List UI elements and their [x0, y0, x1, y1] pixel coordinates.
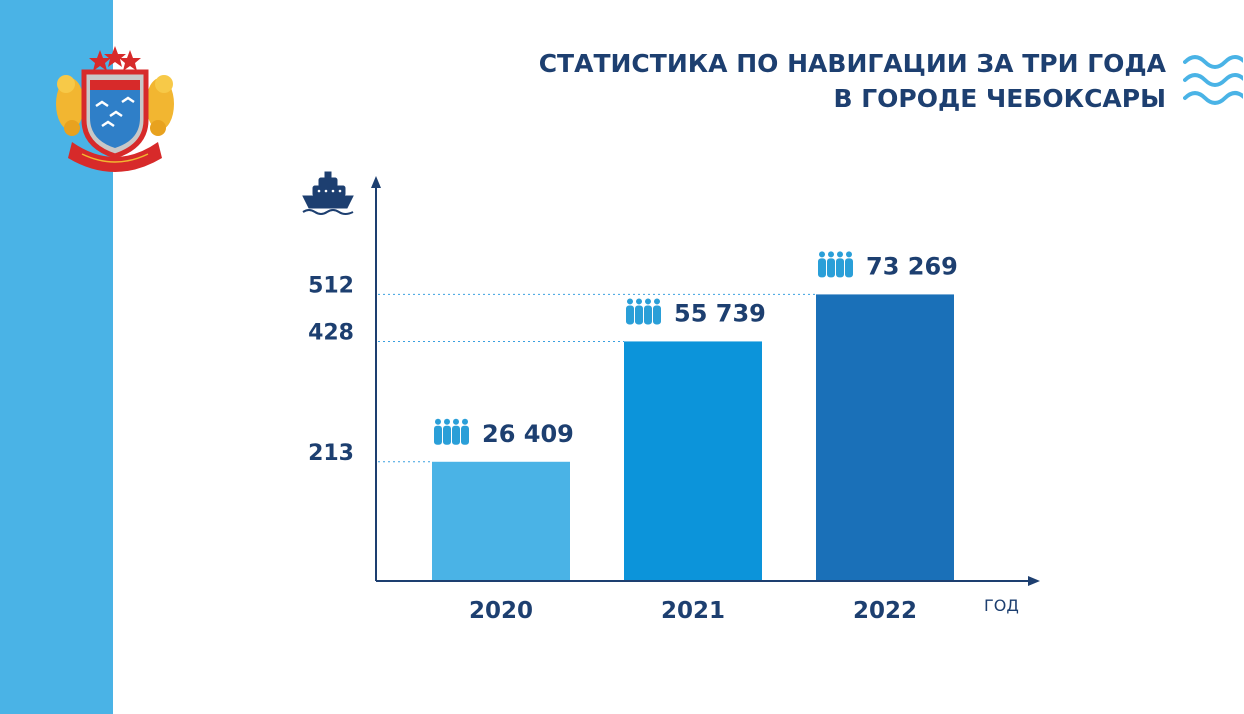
title-line-1: СТАТИСТИКА ПО НАВИГАЦИИ ЗА ТРИ ГОДА: [538, 49, 1166, 78]
bars: [432, 294, 954, 581]
bar-labels: 26 409 55 739 73 269: [434, 251, 958, 448]
people-icon: [434, 418, 469, 445]
passengers-label: 26 409: [482, 420, 574, 448]
people-icon: [626, 298, 661, 325]
coat-of-arms-icon: [56, 46, 174, 172]
y-tick-labels: 213 428 512: [308, 273, 354, 465]
bar-2020: [432, 461, 570, 581]
x-tick-label: 2022: [853, 598, 917, 624]
people-icon: [818, 251, 853, 278]
title-line-2: В ГОРОДЕ ЧЕБОКСАРЫ: [833, 84, 1166, 113]
y-axis-arrow: [371, 176, 381, 188]
x-tick-labels: 2020 2021 2022: [469, 598, 917, 624]
ship-icon: [302, 171, 354, 215]
x-tick-label: 2021: [661, 598, 725, 624]
waves-icon: [1183, 55, 1243, 105]
passengers-label: 55 739: [674, 299, 766, 327]
y-tick-label: 428: [308, 320, 354, 345]
x-axis-label: ГОД: [984, 596, 1019, 615]
bar-2022: [816, 294, 954, 581]
page-title: СТАТИСТИКА ПО НАВИГАЦИИ ЗА ТРИ ГОДА В ГО…: [539, 46, 1166, 116]
x-tick-label: 2020: [469, 598, 533, 624]
guide-lines: [378, 293, 816, 463]
passengers-label: 73 269: [866, 252, 958, 280]
y-tick-label: 512: [308, 273, 354, 298]
bar-2021: [624, 341, 762, 581]
x-axis-arrow: [1028, 576, 1040, 586]
y-tick-label: 213: [308, 441, 354, 466]
